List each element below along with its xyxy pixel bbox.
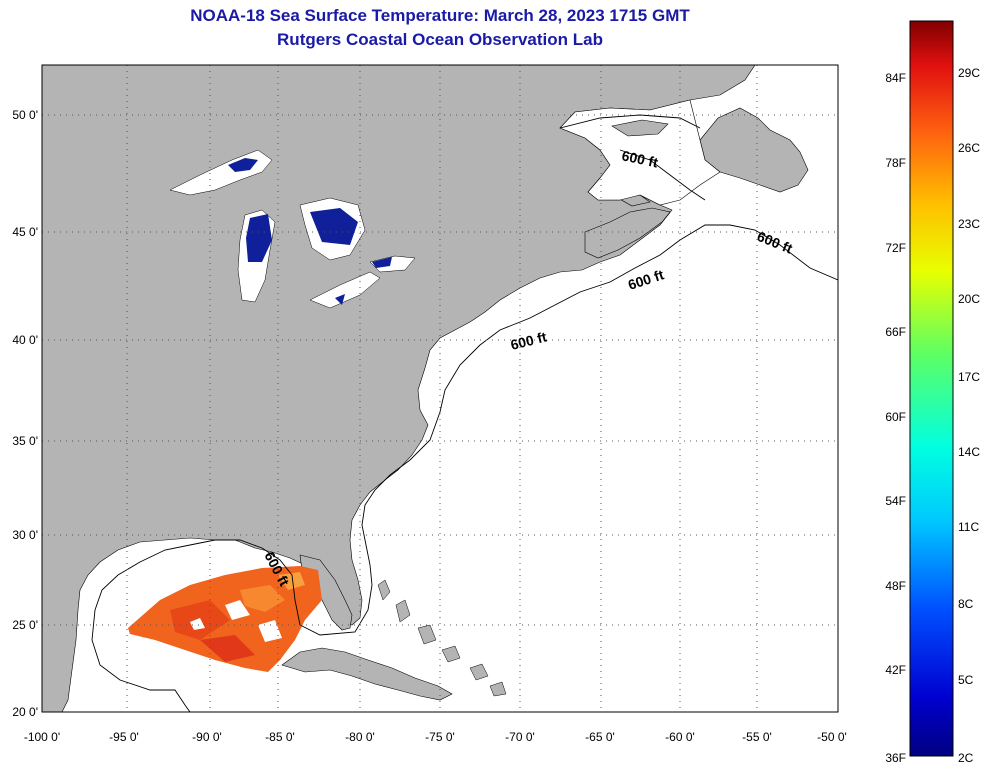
colorbar-c-label: 26C <box>958 141 980 155</box>
colorbar-c-label: 20C <box>958 292 980 306</box>
lon-label: -70 0' <box>505 730 535 744</box>
colorbar-c-label: 14C <box>958 445 980 459</box>
nova-scotia-land <box>584 207 671 259</box>
lat-label: 40 0' <box>12 333 38 347</box>
colorbar-f-label: 42F <box>885 663 906 677</box>
lake-erie <box>309 271 381 309</box>
colorbar-f-label: 36F <box>885 751 906 765</box>
colorbar-f-label: 54F <box>885 494 906 508</box>
colorbar-f-label: 72F <box>885 241 906 255</box>
lon-label: -95 0' <box>109 730 139 744</box>
lon-label: -60 0' <box>665 730 695 744</box>
colorbar-c-label: 17C <box>958 370 980 384</box>
bahamas-land <box>377 579 391 601</box>
lon-label: -50 0' <box>817 730 847 744</box>
bahamas-land <box>489 681 507 697</box>
lat-label: 35 0' <box>12 434 38 448</box>
cuba-land <box>281 647 453 701</box>
colorbar-c-label: 8C <box>958 597 974 611</box>
colorbar <box>909 20 954 757</box>
lon-label: -100 0' <box>24 730 60 744</box>
map-subtitle: Rutgers Coastal Ocean Observation Lab <box>277 30 603 49</box>
lat-label: 25 0' <box>12 618 38 632</box>
lon-label: -55 0' <box>742 730 772 744</box>
lon-label: -80 0' <box>345 730 375 744</box>
contour-label: 600 ft <box>620 147 659 170</box>
600ft-contour <box>91 224 838 712</box>
lon-label: -65 0' <box>585 730 615 744</box>
lake-huron-sst <box>310 208 358 245</box>
colorbar-f-label: 48F <box>885 579 906 593</box>
600ft-contour <box>559 114 701 129</box>
gulf-st-lawrence <box>559 99 721 206</box>
map-title: NOAA-18 Sea Surface Temperature: March 2… <box>190 6 690 25</box>
bahamas-land <box>441 645 461 663</box>
lon-label: -75 0' <box>425 730 455 744</box>
lake-michigan-sst <box>246 214 272 262</box>
graticule <box>42 65 838 712</box>
colorbar-f-label: 60F <box>885 410 906 424</box>
newfoundland-land <box>699 107 809 193</box>
colorbar-c-label: 29C <box>958 66 980 80</box>
bahamas-land <box>417 624 437 645</box>
colorbar-c-label: 23C <box>958 217 980 231</box>
lake-ontario-sst <box>372 257 392 268</box>
bahamas-land <box>469 663 489 681</box>
gulf-sst-swath <box>128 566 322 672</box>
bahamas-land <box>395 599 411 623</box>
600ft-contour <box>619 149 706 201</box>
lon-label: -85 0' <box>265 730 295 744</box>
lat-label: 45 0' <box>12 225 38 239</box>
colorbar-f-label: 66F <box>885 325 906 339</box>
colorbar-c-label: 11C <box>958 520 979 534</box>
colorbar-c-label: 2C <box>958 751 974 765</box>
lon-label: -90 0' <box>192 730 222 744</box>
colorbar-f-label: 84F <box>885 71 906 85</box>
lat-label: 30 0' <box>12 528 38 542</box>
lake-erie-sst <box>335 294 345 305</box>
lake-superior-sst <box>228 158 258 172</box>
island-land <box>611 119 669 137</box>
map-frame <box>41 64 839 713</box>
lat-label: 20 0' <box>12 705 38 719</box>
colorbar-f-label: 78F <box>885 156 906 170</box>
colorbar-c-label: 5C <box>958 673 974 687</box>
lat-label: 50 0' <box>12 108 38 122</box>
